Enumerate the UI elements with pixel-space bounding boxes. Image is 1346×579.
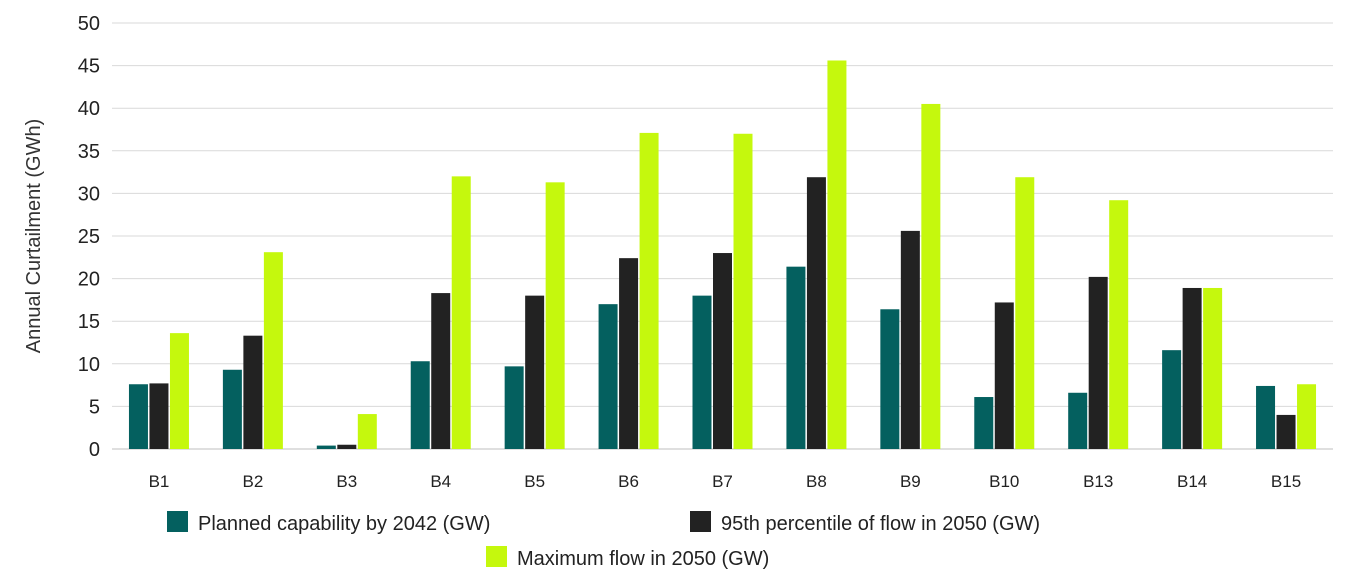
bar-b14-series-3 bbox=[1203, 287, 1223, 449]
bar-b6-series-2 bbox=[619, 258, 639, 449]
y-tick-label: 20 bbox=[78, 269, 100, 291]
y-tick-label: 50 bbox=[78, 13, 100, 35]
x-tick-label: B1 bbox=[149, 472, 170, 491]
x-tick-label: B8 bbox=[806, 472, 827, 491]
x-tick-label: B10 bbox=[989, 472, 1019, 491]
bar-b13-series-3 bbox=[1109, 200, 1129, 449]
legend-label: Maximum flow in 2050 (GW) bbox=[517, 548, 769, 570]
y-tick-label: 15 bbox=[78, 311, 100, 333]
bar-b9-series-3 bbox=[921, 103, 941, 449]
legend-swatch bbox=[167, 511, 188, 532]
bar-b7-series-3 bbox=[733, 133, 753, 449]
bar-b2-series-2 bbox=[243, 335, 263, 449]
y-axis-ticks: 0 5 10 15 20 25 30 35 40 45 50 bbox=[78, 13, 100, 461]
bar-b8-series-1 bbox=[786, 266, 806, 449]
bar-b10-series-2 bbox=[994, 302, 1014, 449]
x-tick-label: B14 bbox=[1177, 472, 1207, 491]
bar-b3-series-2 bbox=[337, 444, 357, 449]
x-tick-label: B2 bbox=[242, 472, 263, 491]
bar-b4-series-2 bbox=[431, 293, 451, 449]
bar-b2-series-3 bbox=[263, 252, 283, 449]
legend-label: 95th percentile of flow in 2050 (GW) bbox=[721, 513, 1040, 535]
bar-b4-series-1 bbox=[410, 361, 430, 449]
x-axis-ticks: B1 B2 B3 B4 B5 B6 B7 B8 B9 B10 B13 B14 B15 bbox=[149, 472, 1302, 491]
bar-b8-series-2 bbox=[806, 177, 826, 449]
y-tick-label: 25 bbox=[78, 226, 100, 248]
bar-b9-series-1 bbox=[880, 309, 900, 449]
bar-b2-series-1 bbox=[222, 369, 242, 449]
bar-b6-series-3 bbox=[639, 132, 659, 449]
bar-b1-series-1 bbox=[128, 384, 148, 449]
legend-item-1: Planned capability by 2042 (GW) bbox=[167, 511, 490, 535]
x-tick-label: B5 bbox=[524, 472, 545, 491]
y-tick-label: 0 bbox=[89, 439, 100, 461]
x-tick-label: B15 bbox=[1271, 472, 1301, 491]
bar-b8-series-3 bbox=[827, 60, 847, 449]
bar-b7-series-1 bbox=[692, 295, 712, 449]
x-tick-label: B7 bbox=[712, 472, 733, 491]
bar-b3-series-1 bbox=[316, 445, 336, 449]
y-tick-label: 30 bbox=[78, 183, 100, 205]
x-tick-label: B9 bbox=[900, 472, 921, 491]
bar-b13-series-2 bbox=[1088, 276, 1108, 449]
bars bbox=[128, 60, 1317, 450]
legend-item-3: Maximum flow in 2050 (GW) bbox=[486, 546, 769, 570]
bar-b9-series-2 bbox=[900, 230, 920, 449]
y-tick-label: 10 bbox=[78, 354, 100, 376]
y-tick-label: 35 bbox=[78, 141, 100, 163]
bar-b10-series-1 bbox=[974, 397, 994, 449]
bar-b15-series-2 bbox=[1276, 414, 1296, 449]
bar-b14-series-2 bbox=[1182, 287, 1202, 449]
x-tick-label: B13 bbox=[1083, 472, 1113, 491]
legend-swatch bbox=[486, 546, 507, 567]
bar-b13-series-1 bbox=[1068, 392, 1088, 449]
x-tick-label: B3 bbox=[336, 472, 357, 491]
legend-swatch bbox=[690, 511, 711, 532]
bar-b15-series-1 bbox=[1256, 385, 1276, 449]
bar-b15-series-3 bbox=[1297, 384, 1317, 449]
y-axis-title: Annual Curtailment (GWh) bbox=[23, 119, 45, 354]
bar-b14-series-1 bbox=[1162, 350, 1182, 449]
bar-b5-series-2 bbox=[525, 295, 545, 449]
legend-item-2: 95th percentile of flow in 2050 (GW) bbox=[690, 511, 1040, 535]
x-tick-label: B6 bbox=[618, 472, 639, 491]
bar-b1-series-3 bbox=[169, 333, 189, 449]
y-tick-label: 5 bbox=[89, 396, 100, 418]
x-tick-label: B4 bbox=[430, 472, 451, 491]
y-tick-label: 45 bbox=[78, 56, 100, 78]
legend: Planned capability by 2042 (GW) 95th perc… bbox=[167, 511, 1040, 570]
bar-b1-series-2 bbox=[149, 383, 169, 449]
bar-b6-series-1 bbox=[598, 304, 618, 449]
bar-b4-series-3 bbox=[451, 176, 471, 450]
legend-label: Planned capability by 2042 (GW) bbox=[198, 513, 490, 535]
bar-b5-series-1 bbox=[504, 366, 524, 449]
bar-b7-series-2 bbox=[713, 253, 732, 449]
bar-b10-series-3 bbox=[1015, 177, 1035, 449]
bar-b5-series-3 bbox=[545, 182, 565, 449]
bar-b3-series-3 bbox=[357, 414, 377, 449]
y-tick-label: 40 bbox=[78, 98, 100, 120]
